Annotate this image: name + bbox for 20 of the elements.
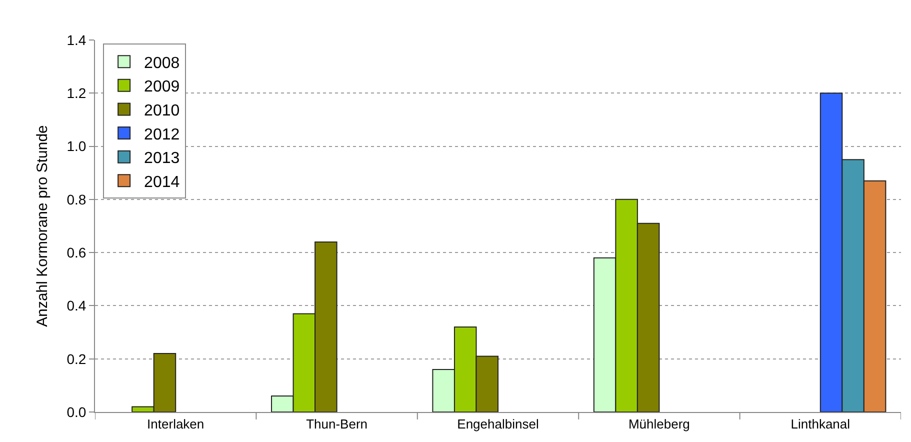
y-tick-label: 1.0 — [66, 138, 86, 154]
y-axis-title: Anzahl Kormorane pro Stunde — [34, 125, 51, 327]
y-tick-label: 0.4 — [66, 298, 86, 314]
legend-label: 2010 — [144, 102, 180, 120]
y-tick-label: 1.2 — [66, 85, 86, 102]
y-tick-label: 0.0 — [66, 404, 86, 420]
legend-label: 2014 — [144, 174, 180, 191]
x-tick-label: Mühleberg — [628, 416, 690, 432]
y-tick-label: 1.4 — [66, 32, 86, 48]
y-tick-label: 0.6 — [66, 244, 86, 260]
legend-label: 2012 — [144, 126, 180, 144]
legend-label: 2008 — [144, 54, 180, 72]
legend-label: 2009 — [144, 78, 180, 96]
x-tick-label: Thun-Bern — [306, 416, 368, 432]
legend-label: 2013 — [144, 150, 180, 168]
x-tick-label: Interlaken — [147, 416, 204, 432]
y-tick-label: 0.2 — [66, 350, 86, 367]
y-tick-label: 0.8 — [66, 191, 86, 208]
x-tick-label: Linthkanal — [790, 416, 850, 432]
x-tick-label: Engehalbinsel — [457, 416, 539, 432]
